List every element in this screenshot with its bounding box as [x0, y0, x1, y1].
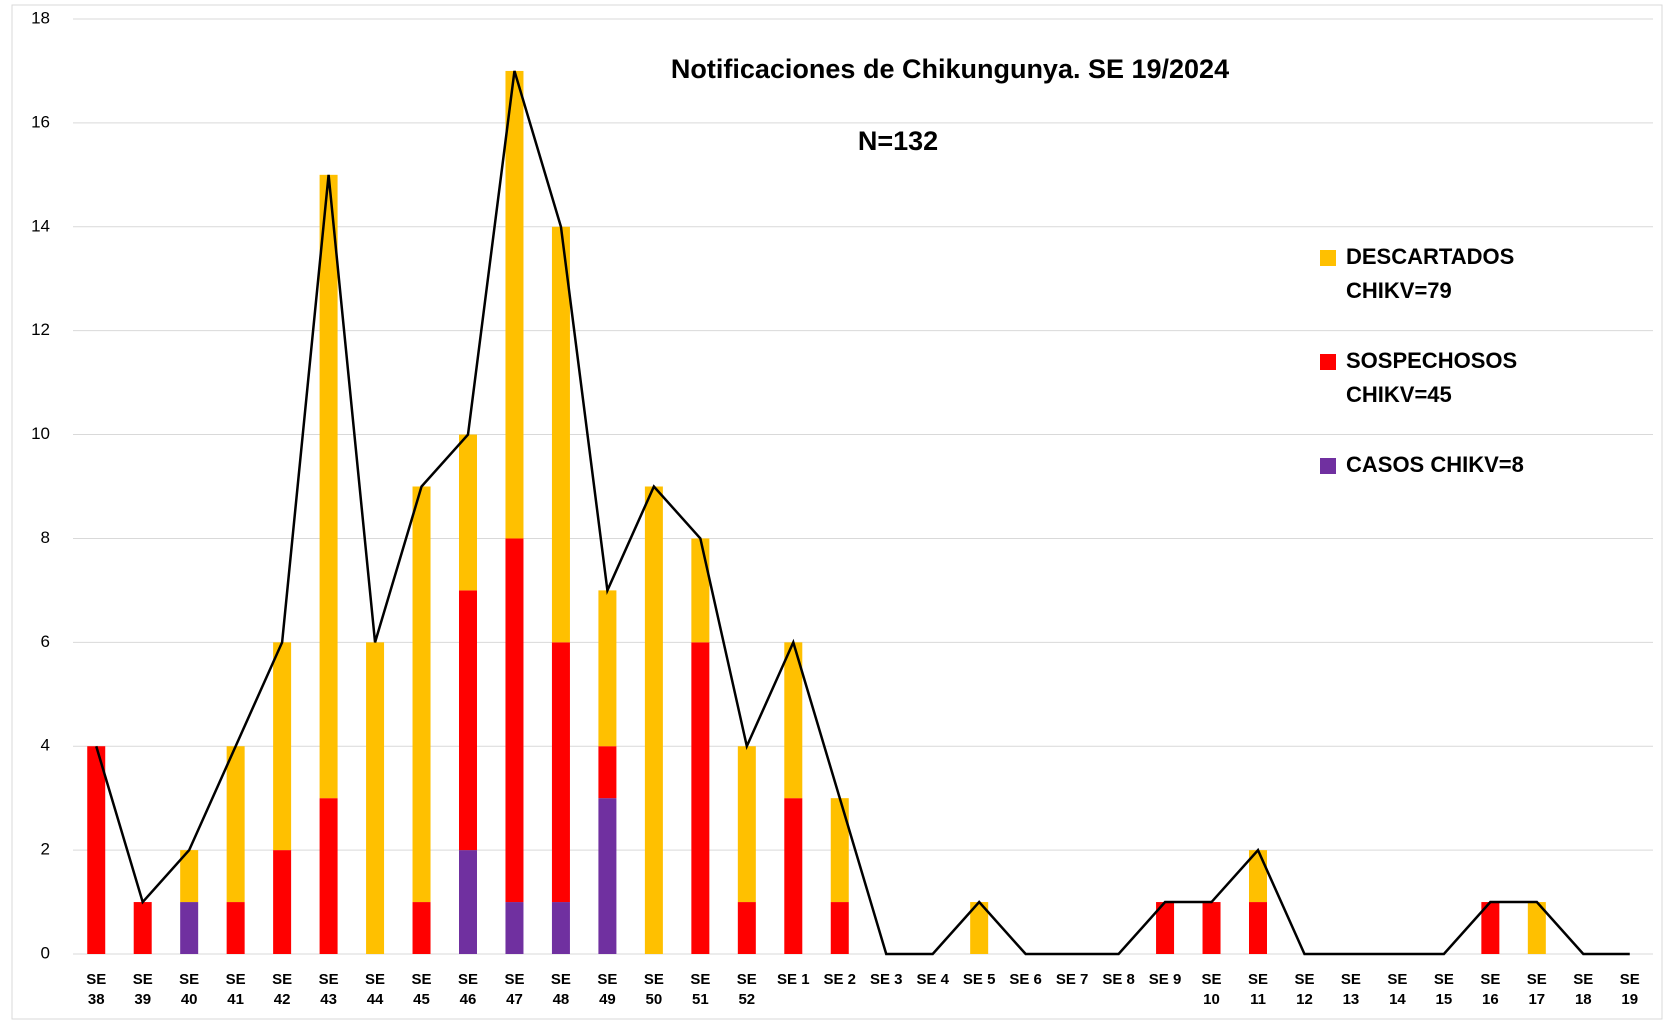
x-tick-label: SE 10 — [1201, 971, 1222, 1008]
x-tick-label: SE 13 — [1340, 971, 1361, 1008]
bar-segment — [133, 902, 152, 954]
legend-item: DESCARTADOS CHIKV=79 — [1320, 240, 1610, 308]
x-tick-label: SE 38 — [86, 971, 107, 1008]
x-tick-label: SE 6 — [1009, 971, 1042, 988]
bar-segment — [319, 798, 338, 954]
bar-segment — [784, 798, 803, 954]
bar-segment — [598, 746, 617, 799]
bar-segment — [691, 642, 710, 954]
x-tick-label: SE 48 — [550, 971, 571, 1008]
legend-swatch — [1320, 354, 1336, 370]
x-tick-label: SE 3 — [869, 971, 903, 988]
y-tick-label: 4 — [41, 736, 50, 755]
chart-subtitle: N=132 — [857, 126, 939, 156]
x-tick-label: SE 7 — [1055, 971, 1089, 988]
bar-segment — [273, 850, 292, 954]
bar-segment — [459, 850, 477, 954]
bar-segment — [319, 174, 338, 799]
bar-segment — [551, 642, 570, 903]
bar-segment — [644, 486, 663, 954]
bar-segment — [1481, 902, 1500, 954]
x-tick-label: SE 40 — [179, 971, 200, 1008]
x-tick-label: SE 41 — [225, 971, 246, 1008]
bar-segment — [830, 902, 849, 954]
x-tick-label: SE 45 — [411, 971, 432, 1008]
bar-segment — [784, 642, 803, 799]
total-line — [95, 70, 1630, 956]
y-tick-label: 6 — [41, 632, 50, 651]
x-tick-label: SE 16 — [1480, 971, 1501, 1008]
legend-item: SOSPECHOSOS CHIKV=45 — [1320, 344, 1610, 412]
bar-segment — [226, 746, 245, 903]
legend-swatch — [1320, 250, 1336, 266]
bar-segment — [598, 798, 617, 954]
y-tick-label: 18 — [31, 8, 50, 27]
x-tick-label: SE 18 — [1573, 971, 1594, 1008]
y-tick-label: 2 — [41, 840, 50, 859]
x-tick-label: SE 49 — [597, 971, 618, 1008]
x-tick-label: SE 8 — [1102, 971, 1135, 988]
bar-segment — [505, 902, 524, 954]
x-tick-label: SE 44 — [365, 971, 386, 1008]
bar-segment — [87, 746, 106, 954]
bar-segment — [551, 902, 570, 954]
y-tick-label: 8 — [41, 528, 50, 547]
x-tick-label: SE 43 — [318, 971, 339, 1008]
x-tick-label: SE 17 — [1526, 971, 1547, 1008]
y-tick-label: 0 — [41, 943, 50, 962]
y-tick-label: 14 — [31, 216, 50, 235]
x-tick-label: SE 5 — [962, 971, 996, 988]
bar-segment — [226, 902, 245, 954]
x-tick-label: SE 4 — [916, 971, 949, 988]
bar-segment — [551, 226, 570, 643]
bar-segment — [1156, 902, 1175, 954]
bar-segment — [1202, 902, 1221, 954]
y-tick-label: 12 — [31, 320, 50, 339]
bar-segment — [691, 538, 710, 643]
legend-item: CASOS CHIKV=8 — [1320, 448, 1610, 482]
x-tick-label: SE 14 — [1387, 971, 1408, 1008]
x-tick-label: SE 15 — [1433, 971, 1454, 1008]
legend-label: SOSPECHOSOS CHIKV=45 — [1346, 348, 1518, 407]
bar-segment — [412, 902, 431, 954]
bar-segment — [505, 538, 524, 903]
x-tick-label: SE 50 — [643, 971, 664, 1008]
x-tick-label: SE 42 — [272, 971, 293, 1008]
bar-segment — [366, 642, 385, 954]
bar-segment — [830, 798, 849, 903]
x-tick-label: SE 19 — [1619, 971, 1640, 1008]
chart-border — [11, 4, 1663, 1020]
bar-segment — [970, 902, 989, 954]
bar-segment — [737, 746, 756, 903]
bar-segment — [412, 486, 431, 903]
x-tick-label: SE 46 — [457, 971, 478, 1008]
x-tick-label: SE 47 — [504, 971, 525, 1008]
x-tick-label: SE 12 — [1294, 971, 1315, 1008]
bar-segment — [505, 70, 524, 539]
legend-label: CASOS CHIKV=8 — [1346, 452, 1524, 477]
bar-segment — [459, 434, 477, 591]
bar-segment — [180, 850, 199, 903]
x-tick-label: SE 9 — [1148, 971, 1182, 988]
bar-segment — [598, 590, 617, 747]
x-tick-label: SE 52 — [736, 971, 757, 1008]
y-tick-label: 10 — [31, 424, 50, 443]
x-tick-label: SE 51 — [690, 971, 711, 1008]
bar-segment — [1249, 902, 1267, 954]
chart-title: Notificaciones de Chikungunya. SE 19/202… — [670, 54, 1230, 84]
bar-segment — [459, 590, 477, 851]
x-tick-label: SE 2 — [823, 971, 857, 988]
x-tick-label: SE 39 — [132, 971, 153, 1008]
y-tick-label: 16 — [31, 112, 50, 131]
x-tick-label: SE 1 — [777, 971, 810, 988]
bar-segment — [273, 642, 292, 851]
legend-label: DESCARTADOS CHIKV=79 — [1346, 244, 1515, 303]
legend-swatch — [1320, 458, 1336, 474]
x-tick-label: SE 11 — [1247, 971, 1268, 1008]
bar-segment — [180, 902, 199, 954]
bar-segment — [1527, 902, 1546, 954]
bar-segment — [737, 902, 756, 954]
